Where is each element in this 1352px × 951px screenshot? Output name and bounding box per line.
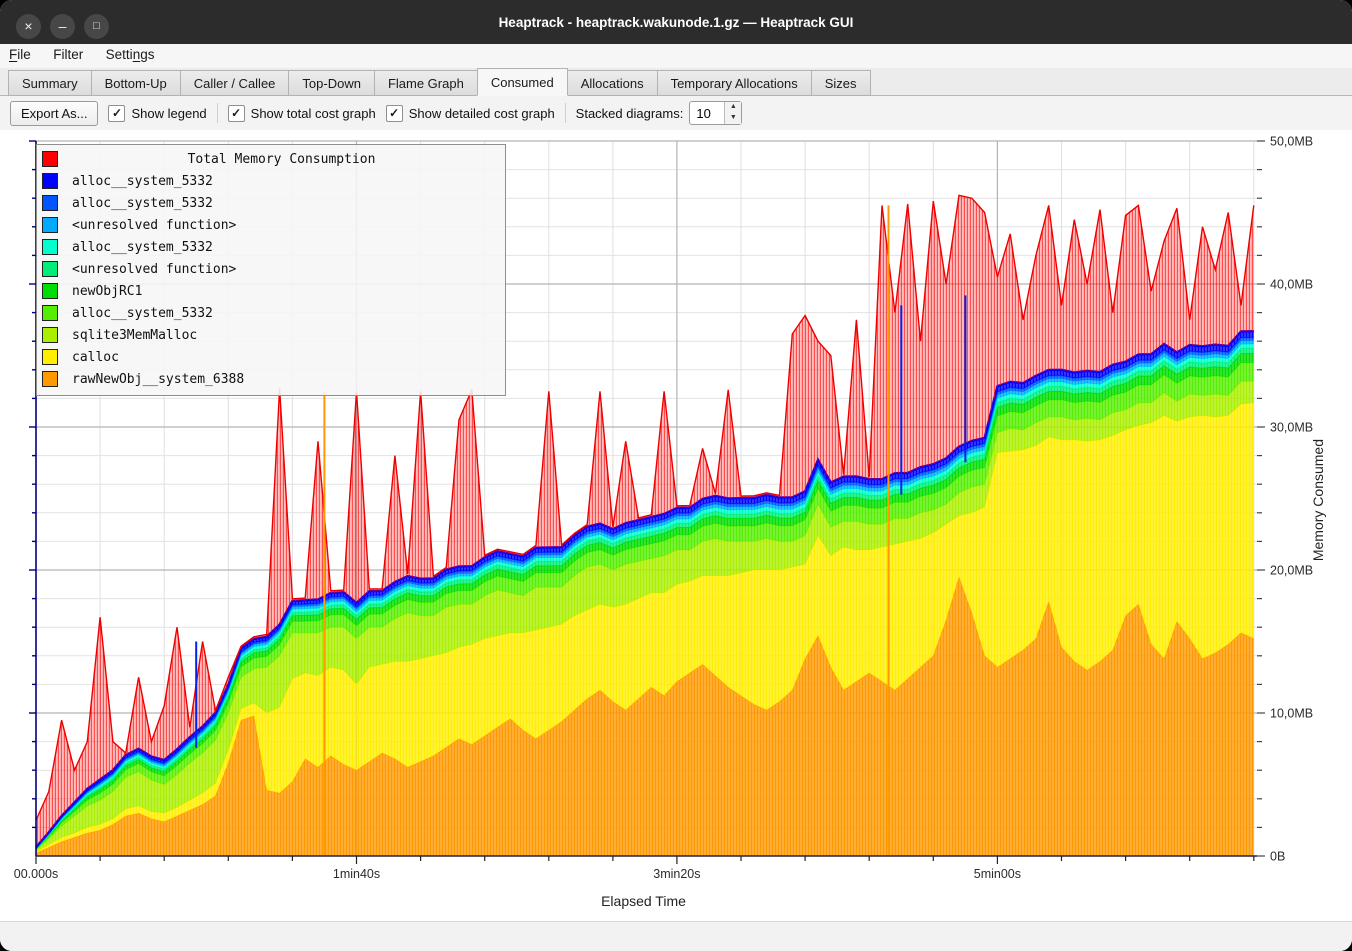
y-tick-label: 30,0MB xyxy=(1270,421,1313,435)
statusbar xyxy=(0,921,1352,951)
menubar: File Filter Settings xyxy=(0,44,1352,68)
show-total-cost-label: Show total cost graph xyxy=(250,105,376,121)
legend-item: alloc__system_5332 xyxy=(37,170,505,192)
legend-item: <unresolved function> xyxy=(37,214,505,236)
tab-allocations[interactable]: Allocations xyxy=(567,70,657,96)
y-tick-label: 50,0MB xyxy=(1270,135,1313,149)
spin-down-icon[interactable]: ▼ xyxy=(725,113,742,124)
tab-summary[interactable]: Summary xyxy=(8,70,91,96)
legend-swatch xyxy=(42,327,58,343)
x-tick-label: 3min20s xyxy=(653,867,700,881)
y-tick-label: 20,0MB xyxy=(1270,564,1313,578)
legend-item: rawNewObj__system_6388 xyxy=(37,368,505,390)
legend-item: newObjRC1 xyxy=(37,280,505,302)
legend-item: <unresolved function> xyxy=(37,258,505,280)
legend-swatch xyxy=(42,151,58,167)
tab-sizes[interactable]: Sizes xyxy=(810,70,871,96)
show-legend-checkbox[interactable]: ✓ Show legend xyxy=(108,104,207,122)
stacked-diagrams-group: Stacked diagrams: ▲ ▼ xyxy=(576,101,743,125)
tab-flame-graph[interactable]: Flame Graph xyxy=(373,70,477,96)
export-as-button[interactable]: Export As... xyxy=(10,100,99,126)
menu-file[interactable]: File xyxy=(9,47,31,62)
show-total-cost-checkbox[interactable]: ✓ Show total cost graph xyxy=(227,104,376,122)
window-title: Heaptrack - heaptrack.wakunode.1.gz — He… xyxy=(498,15,854,30)
y-tick-label: 0B xyxy=(1270,850,1285,864)
legend-item: sqlite3MemMalloc xyxy=(37,324,505,346)
minimize-button[interactable]: – xyxy=(50,14,75,39)
stacked-areas xyxy=(35,330,1255,856)
maximize-icon: □ xyxy=(93,20,100,32)
menu-settings[interactable]: Settings xyxy=(105,47,155,62)
legend-item: alloc__system_5332 xyxy=(37,302,505,324)
tabbar: Summary Bottom-Up Caller / Callee Top-Down F… xyxy=(0,68,1352,96)
y-tick-label: 40,0MB xyxy=(1270,278,1313,292)
titlebar: × – □ Heaptrack - heaptrack.wakunode.1.g… xyxy=(0,0,1352,44)
tab-temporary-allocations[interactable]: Temporary Allocations xyxy=(656,70,811,96)
legend-swatch xyxy=(42,305,58,321)
show-legend-label: Show legend xyxy=(131,105,207,121)
x-axis-title: Elapsed Time xyxy=(601,893,686,909)
menu-filter[interactable]: Filter xyxy=(53,47,84,62)
legend-swatch xyxy=(42,349,58,365)
tab-caller-callee[interactable]: Caller / Callee xyxy=(179,70,289,96)
show-detailed-cost-checkbox[interactable]: ✓ Show detailed cost graph xyxy=(385,104,555,122)
x-tick-label: 1min40s xyxy=(333,867,380,881)
legend-swatch xyxy=(42,239,58,255)
stacked-diagrams-spinbox[interactable]: ▲ ▼ xyxy=(689,101,743,125)
show-detailed-cost-label: Show detailed cost graph xyxy=(408,105,555,121)
total-area xyxy=(35,194,1255,848)
legend-swatch xyxy=(42,283,58,299)
toolbar-separator xyxy=(564,103,566,123)
legend-title: Total Memory Consumption xyxy=(187,151,376,167)
tick-labels: 00.000s 1min40s 3min20s 5min00s 50,0MB 40,0MB… xyxy=(14,135,1313,882)
legend-item: calloc xyxy=(37,346,505,368)
tab-top-down[interactable]: Top-Down xyxy=(288,70,374,96)
close-icon: × xyxy=(24,18,33,34)
spin-up-icon[interactable]: ▲ xyxy=(725,102,742,113)
legend-swatch xyxy=(42,173,58,189)
legend-swatch xyxy=(42,261,58,277)
checkbox-check-icon: ✓ xyxy=(108,104,126,122)
legend-item: alloc__system_5332 xyxy=(37,236,505,258)
chart-content: 00.000s 1min40s 3min20s 5min00s 50,0MB 40,0MB… xyxy=(0,130,1352,921)
toolbar: Export As... ✓ Show legend ✓ Show total … xyxy=(0,96,1352,130)
checkbox-check-icon: ✓ xyxy=(227,104,245,122)
consumed-chart[interactable]: 00.000s 1min40s 3min20s 5min00s 50,0MB 40,0MB… xyxy=(0,130,1352,921)
legend-swatch xyxy=(42,217,58,233)
legend-swatch xyxy=(42,195,58,211)
tab-consumed[interactable]: Consumed xyxy=(476,68,568,96)
chart-legend: Total Memory Consumption alloc__system_5… xyxy=(36,144,506,396)
maximize-button[interactable]: □ xyxy=(84,14,109,39)
x-tick-label: 5min00s xyxy=(974,867,1021,881)
y-tick-label: 10,0MB xyxy=(1270,707,1313,721)
stacked-diagrams-label: Stacked diagrams: xyxy=(575,105,684,121)
close-button[interactable]: × xyxy=(16,14,41,39)
legend-item: alloc__system_5332 xyxy=(37,192,505,214)
x-tick-label: 00.000s xyxy=(14,867,58,881)
toolbar-separator xyxy=(216,103,218,123)
legend-title-row: Total Memory Consumption xyxy=(37,148,505,170)
event-spikes xyxy=(195,205,967,856)
minimize-icon: – xyxy=(58,18,67,34)
stacked-diagrams-input[interactable] xyxy=(690,102,725,124)
tab-bottom-up[interactable]: Bottom-Up xyxy=(90,70,180,96)
checkbox-check-icon: ✓ xyxy=(385,104,403,122)
legend-swatch xyxy=(42,371,58,387)
y-axis-title: Memory Consumed xyxy=(1310,438,1326,562)
